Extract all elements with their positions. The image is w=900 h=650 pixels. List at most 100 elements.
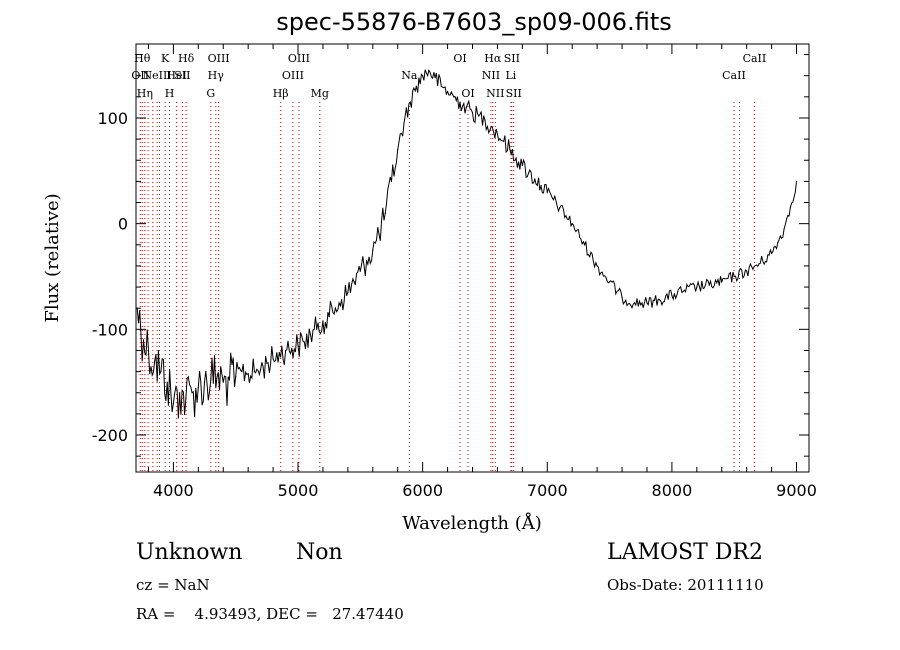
- data-point-80: [721, 281, 723, 283]
- data-point-6: [172, 402, 174, 404]
- line-label-23: Hα: [484, 52, 502, 65]
- data-point-75: [658, 299, 661, 301]
- line-label-5: NeIII: [142, 69, 171, 82]
- line-label-22: NII: [482, 69, 500, 82]
- data-point-78: [696, 286, 698, 288]
- data-point-5: [166, 381, 168, 383]
- data-point-81: [733, 275, 735, 278]
- data-point-14: [222, 381, 224, 383]
- data-point-41: [390, 180, 393, 182]
- line-label-25: Li: [505, 69, 516, 82]
- data-point-9: [191, 392, 193, 394]
- data-point-83: [758, 263, 760, 265]
- data-point-67: [559, 207, 561, 209]
- data-point-44: [409, 101, 411, 103]
- line-label-17: OIII: [288, 52, 310, 65]
- series-line-0: [136, 69, 797, 419]
- data-point-86: [783, 228, 785, 230]
- data-point-85: [777, 242, 779, 244]
- data-point-24: [284, 349, 287, 352]
- chart-title: spec-55876-B7603_sp09-006.fits: [276, 8, 671, 36]
- data-point-72: [621, 297, 623, 299]
- data-point-39: [378, 233, 380, 235]
- line-label-21: OI: [461, 87, 474, 100]
- data-point-73: [633, 302, 636, 304]
- data-point-55: [478, 115, 480, 117]
- data-point-52: [459, 101, 461, 103]
- data-point-79: [708, 284, 710, 286]
- data-point-74: [646, 302, 648, 304]
- data-point-22: [272, 358, 274, 360]
- x-tick-label-4: 8000: [652, 481, 693, 500]
- data-point-53: [465, 106, 467, 109]
- observation-date: Obs-Date: 20111110: [607, 576, 764, 594]
- data-point-76: [671, 294, 673, 297]
- data-point-35: [353, 281, 355, 283]
- data-point-27: [303, 341, 305, 343]
- line-label-26: SII: [504, 52, 520, 65]
- data-point-30: [322, 320, 324, 322]
- x-tick-label-1: 5000: [278, 481, 319, 500]
- data-point-63: [527, 172, 530, 174]
- data-point-45: [415, 85, 418, 87]
- object-class: Unknown: [136, 540, 243, 565]
- data-point-49: [440, 85, 442, 87]
- line-label-28: CaII: [722, 69, 746, 82]
- line-label-18: Mg: [311, 87, 329, 100]
- data-point-47: [428, 69, 430, 72]
- data-point-23: [278, 351, 280, 354]
- data-point-58: [496, 133, 499, 135]
- data-point-4: [160, 371, 162, 373]
- data-point-1: [142, 339, 145, 341]
- data-point-66: [546, 191, 548, 193]
- data-point-2: [147, 349, 150, 352]
- data-point-43: [403, 122, 405, 124]
- x-tick-label-3: 7000: [527, 481, 568, 500]
- data-point-87: [789, 207, 791, 209]
- data-point-62: [521, 164, 523, 167]
- data-point-33: [341, 299, 343, 301]
- spectral-line-markers: OIIHθHηNeIIIKHHeISIIHδGHγOIIIHβOIIIOIIIM…: [131, 52, 766, 472]
- data-point-70: [596, 265, 598, 267]
- line-label-2: Hη: [137, 87, 153, 100]
- data-point-64: [534, 178, 536, 180]
- data-point-61: [515, 157, 517, 159]
- data-point-18: [247, 373, 249, 375]
- line-label-14: OIII: [208, 52, 230, 65]
- data-point-46: [422, 75, 424, 77]
- y-tick-label-3: 100: [97, 109, 128, 128]
- line-label-30: CaII: [743, 52, 767, 65]
- line-label-8: H: [165, 87, 175, 100]
- data-point-48: [434, 77, 436, 79]
- data-point-69: [584, 244, 586, 246]
- data-point-7: [179, 392, 181, 394]
- data-point-20: [260, 368, 262, 371]
- line-label-12: G: [206, 87, 215, 100]
- data-point-11: [203, 381, 206, 383]
- data-point-13: [216, 376, 218, 378]
- data-point-16: [235, 376, 237, 378]
- data-point-57: [490, 125, 492, 128]
- redshift-cz: cz = NaN: [136, 576, 210, 594]
- survey-name: LAMOST DR2: [607, 540, 763, 565]
- line-label-16: OIII: [282, 69, 304, 82]
- line-label-7: K: [161, 52, 170, 65]
- line-label-27: SII: [506, 87, 522, 100]
- data-point-77: [683, 289, 685, 291]
- data-point-12: [210, 379, 212, 381]
- data-point-34: [347, 291, 349, 293]
- data-point-68: [571, 223, 573, 225]
- data-point-19: [253, 371, 255, 373]
- data-point-32: [334, 307, 337, 309]
- line-label-13: Hγ: [208, 69, 225, 82]
- line-label-20: OI: [453, 52, 466, 65]
- data-point-21: [266, 362, 268, 364]
- data-point-38: [372, 249, 374, 251]
- data-point-28: [309, 334, 312, 336]
- data-point-84: [771, 252, 773, 254]
- line-label-9: HeI: [166, 69, 186, 82]
- data-point-82: [746, 270, 748, 272]
- data-point-88: [795, 180, 798, 182]
- data-point-25: [291, 347, 293, 349]
